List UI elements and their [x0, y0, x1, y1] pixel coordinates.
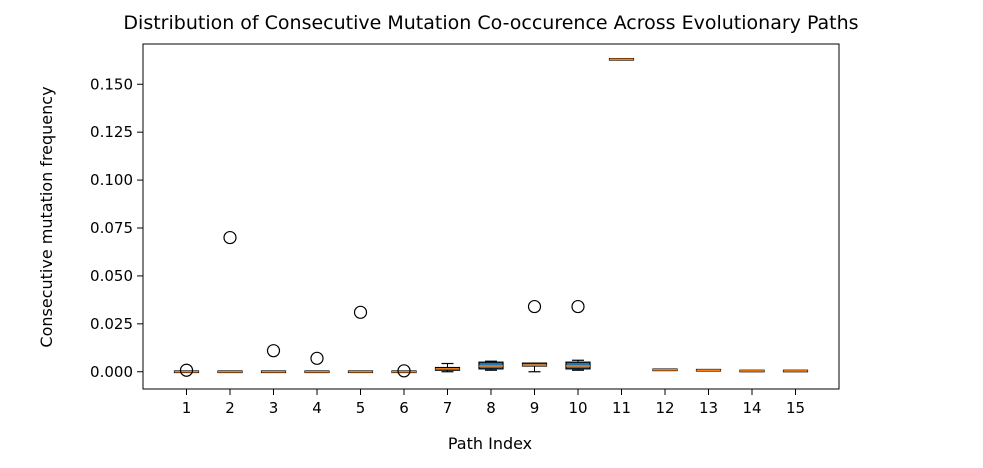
y-tick-label: 0.000: [90, 363, 133, 381]
x-tick-label: 9: [530, 399, 540, 417]
box-group: [478, 360, 504, 371]
outlier-point: [397, 364, 411, 378]
y-tick-label: 0.100: [90, 171, 133, 189]
outlier-point: [179, 363, 194, 377]
x-tick-label: 14: [742, 399, 761, 417]
x-axis-label: Path Index: [448, 434, 532, 453]
box-group: [521, 299, 548, 373]
x-tick-label: 8: [486, 399, 496, 417]
y-tick-label: 0.025: [90, 315, 133, 333]
x-tick-label: 7: [443, 399, 453, 417]
x-tick-label: 1: [182, 399, 192, 417]
outlier-point: [353, 305, 368, 319]
x-tick-label: 4: [312, 399, 322, 417]
box-group: [391, 364, 417, 378]
x-tick-label: 2: [225, 399, 235, 417]
box-group: [173, 363, 200, 377]
outlier-point: [266, 344, 281, 358]
box-group: [434, 362, 461, 373]
box-group: [652, 368, 678, 372]
box-group: [695, 368, 722, 372]
y-tick-label: 0.150: [90, 75, 133, 93]
box-group: [782, 369, 809, 373]
y-tick-label: 0.050: [90, 267, 133, 285]
chart-title: Distribution of Consecutive Mutation Co-…: [123, 12, 858, 34]
box-group: [608, 57, 635, 61]
box-group: [739, 369, 765, 373]
x-tick-label: 3: [269, 399, 279, 417]
x-tick-label: 5: [356, 399, 366, 417]
axes-frame: [142, 43, 840, 390]
outlier-point: [527, 299, 542, 314]
x-tick-label: 12: [655, 399, 674, 417]
y-axis-label: Consecutive mutation frequency: [37, 86, 56, 347]
outlier-point: [571, 299, 585, 314]
box-group: [565, 299, 591, 371]
x-tick-label: 13: [699, 399, 718, 417]
outlier-point: [310, 351, 324, 365]
box-group: [304, 351, 330, 374]
y-tick-label: 0.125: [90, 123, 133, 141]
y-tick-label: 0.075: [90, 219, 133, 237]
box-group: [217, 230, 243, 374]
x-tick-label: 10: [568, 399, 587, 417]
box-group: [347, 305, 374, 374]
x-tick-label: 11: [612, 399, 631, 417]
x-tick-label: 15: [786, 399, 805, 417]
x-tick-label: 6: [399, 399, 409, 417]
outlier-point: [223, 230, 237, 245]
box-group: [260, 344, 287, 374]
